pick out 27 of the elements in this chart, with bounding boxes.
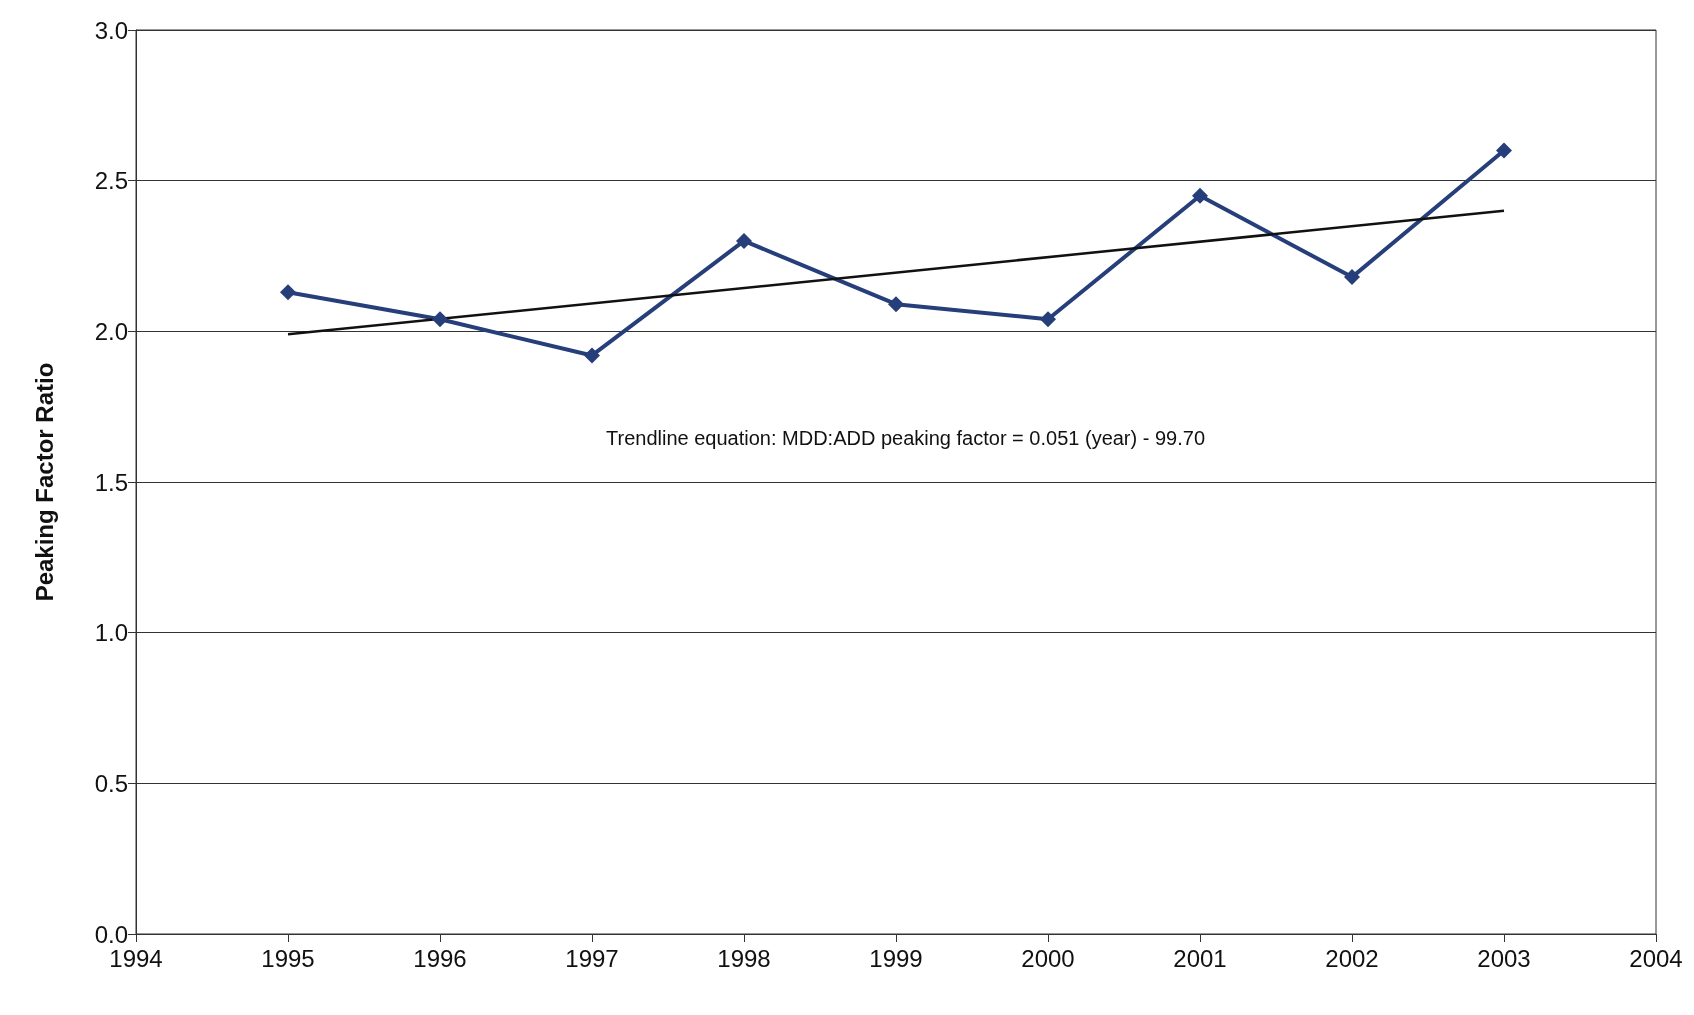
x-tick-label: 2002 [1325,944,1379,972]
x-tick-label: 2004 [1629,944,1683,972]
x-tick-label: 1996 [413,944,467,972]
x-tick-label: 1995 [261,944,315,972]
x-tick-label: 1999 [869,944,923,972]
x-tick-label: 2000 [1021,944,1075,972]
point [1040,311,1056,328]
point [1496,142,1512,159]
y-tick-label: 2.5 [94,167,128,195]
point [736,232,752,249]
point [888,296,904,313]
x-tick-label: 1997 [565,944,619,972]
y-tick-label: 3.0 [94,16,128,44]
y-tick-label: 1.0 [94,619,128,647]
y-tick-label: 2.0 [94,317,128,345]
point [584,347,600,364]
x-tick-label: 1998 [717,944,771,972]
annotation: Trendline equation: MDD:ADD peaking factor = 0.051 (year) - 99.70 [606,427,1206,449]
y-axis-title: Peaking Factor Ratio [30,362,58,602]
y-tick-label: 1.5 [94,468,128,496]
point [432,311,448,328]
point [1192,187,1208,204]
x-tick-label: 2003 [1477,944,1531,972]
point [280,284,296,301]
x-tick-label: 2001 [1173,944,1227,972]
y-tick-label: 0.5 [94,769,128,797]
point [1344,269,1360,286]
